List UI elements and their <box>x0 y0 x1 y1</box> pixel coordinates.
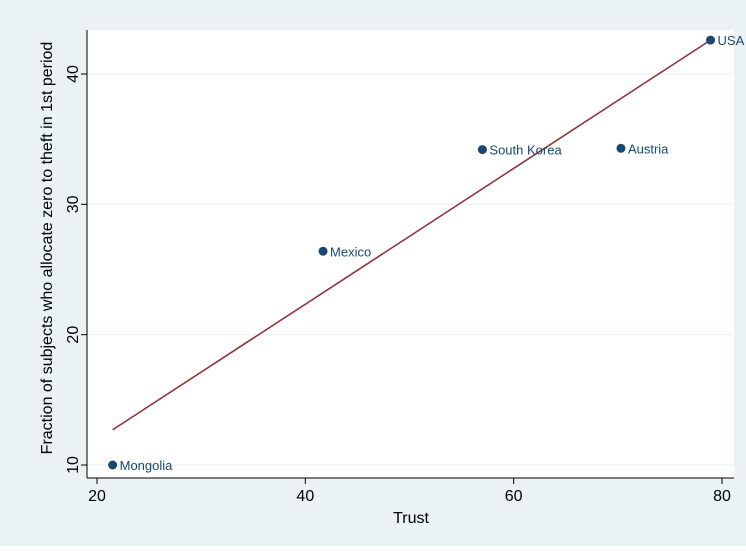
fit-line-layer <box>112 39 711 431</box>
grid-lines <box>87 73 734 466</box>
data-point <box>318 246 328 256</box>
data-point <box>616 143 626 153</box>
x-tick-label: 20 <box>88 488 106 505</box>
point-label: Mexico <box>330 244 371 259</box>
y-tick-label: 30 <box>65 195 82 213</box>
point-label: Mongolia <box>120 458 174 473</box>
y-axis-label: Fraction of subjects who allocate zero t… <box>39 42 56 455</box>
x-tick-label: 80 <box>713 488 731 505</box>
plot-area <box>87 30 734 478</box>
points-layer: Mongolia Mexico South Korea Austria USA <box>108 33 745 473</box>
x-axis-label: Trust <box>393 510 429 527</box>
data-point <box>477 145 487 155</box>
x-tick-label: 60 <box>505 488 523 505</box>
point-label: USA <box>718 33 745 48</box>
data-point <box>108 460 118 470</box>
y-tick-label: 20 <box>65 326 82 344</box>
point-label: Austria <box>628 141 669 156</box>
axes: 20 40 60 80 10 20 30 40 <box>65 30 734 505</box>
fit-line <box>112 39 711 431</box>
point-label: South Korea <box>489 143 562 158</box>
x-tick-label: 40 <box>296 488 314 505</box>
y-tick-label: 40 <box>65 65 82 83</box>
data-point <box>706 35 716 45</box>
y-tick-label: 10 <box>65 456 82 474</box>
